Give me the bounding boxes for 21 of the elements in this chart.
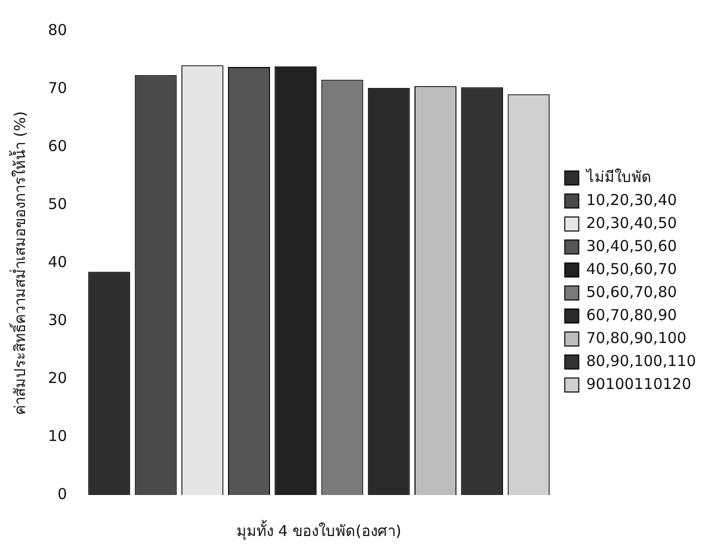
y-tick-label: 60 — [48, 136, 68, 155]
legend-label: 80,90,100,110 — [586, 352, 696, 370]
y-tick-label: 20 — [48, 368, 68, 387]
x-axis-title: มุมทั้ง 4 ของใบพัด(องศา) — [236, 520, 402, 541]
y-tick-label: 80 — [48, 20, 68, 39]
y-tick-label: 0 — [58, 484, 68, 503]
legend-label: ไม่มีใบพัด — [585, 168, 652, 186]
legend-label: 90100110120 — [586, 374, 692, 393]
y-tick-label: 10 — [48, 426, 68, 445]
legend-label: 20,30,40,50 — [586, 214, 677, 232]
y-axis-title: ค่าสัมประสิทธิ์ความสม่ำเสมอของการให้น้ำ (%) — [8, 111, 29, 415]
y-tick-label: 30 — [48, 310, 68, 329]
legend-label: 60,70,80,90 — [586, 306, 677, 324]
legend-label: 10,20,30,40 — [586, 190, 677, 209]
legend-label: 40,50,60,70 — [586, 260, 677, 278]
y-tick-label: 70 — [48, 78, 68, 97]
y-tick-label: 40 — [48, 252, 68, 271]
legend-label: 30,40,50,60 — [586, 236, 677, 255]
legend-label: 70,80,90,100 — [586, 328, 686, 347]
y-tick-label: 50 — [48, 194, 68, 213]
legend-label: 50,60,70,80 — [586, 282, 677, 301]
